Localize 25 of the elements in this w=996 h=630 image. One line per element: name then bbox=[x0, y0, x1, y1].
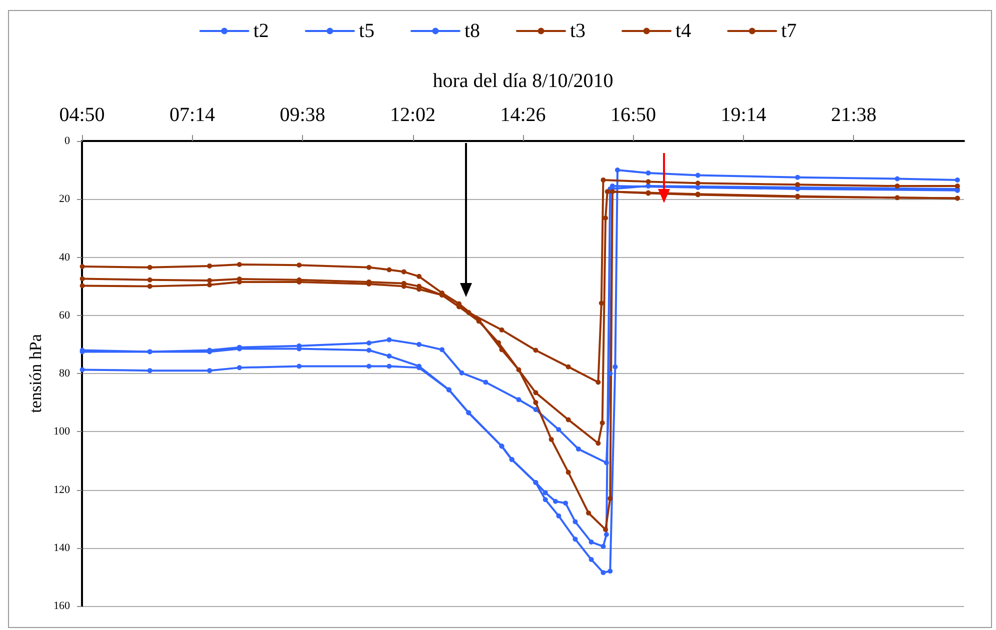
y-tick-label: 100 bbox=[54, 426, 70, 438]
y-tick-label: 40 bbox=[59, 251, 70, 264]
legend-label: t7 bbox=[781, 20, 797, 42]
y-tick-label: 0 bbox=[64, 135, 70, 147]
y-tick-label: 60 bbox=[59, 309, 70, 322]
legend-label: t5 bbox=[358, 20, 374, 42]
y-tick-label: 160 bbox=[54, 600, 70, 612]
x-tick-label: 19:14 bbox=[720, 104, 766, 126]
legend-label: t3 bbox=[570, 20, 586, 42]
y-tick-label: 80 bbox=[59, 368, 70, 380]
y-tick-label: 20 bbox=[59, 193, 70, 206]
legend-label: t4 bbox=[676, 20, 692, 42]
x-tick-label: 21:38 bbox=[830, 104, 877, 126]
y-tick-label: 140 bbox=[54, 542, 70, 554]
legend-label: t8 bbox=[464, 20, 480, 42]
x-axis-title: hora del día 8/10/2010 bbox=[432, 70, 614, 92]
x-tick-label: 12:02 bbox=[390, 104, 436, 126]
y-axis-title: tensión hPa bbox=[26, 334, 45, 413]
x-tick-label: 07:14 bbox=[169, 104, 216, 126]
x-tick-label: 16:50 bbox=[610, 104, 656, 126]
x-tick-label: 14:26 bbox=[500, 104, 546, 126]
x-tick-label: 04:50 bbox=[59, 104, 105, 126]
x-tick-label: 09:38 bbox=[280, 104, 326, 126]
legend-label: t2 bbox=[253, 20, 269, 42]
y-tick-label: 120 bbox=[54, 484, 70, 496]
